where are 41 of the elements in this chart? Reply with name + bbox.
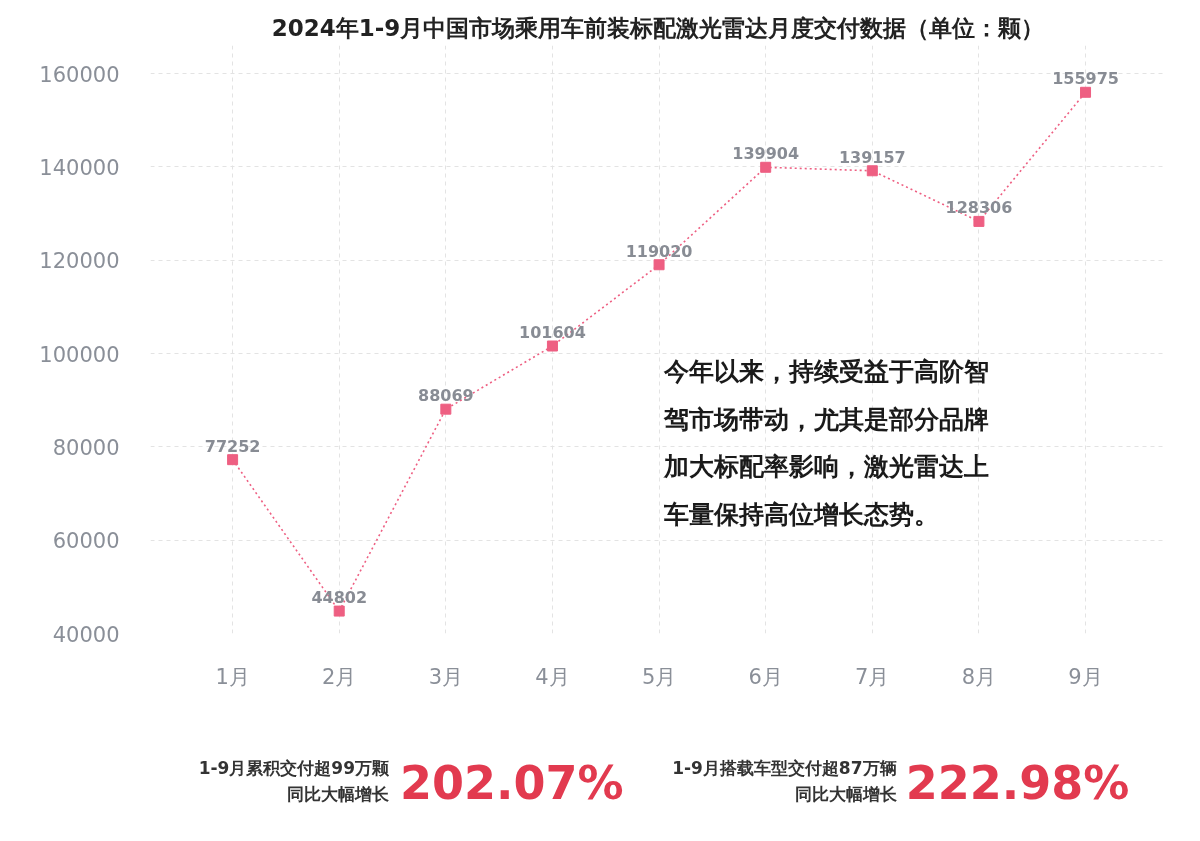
y-tick-label: 60000 [52, 529, 120, 554]
point [440, 403, 452, 415]
y-tick-label: 40000 [52, 622, 120, 647]
point [1080, 86, 1092, 98]
point [227, 454, 239, 466]
x-tick-label: 2月 [322, 664, 357, 689]
x-tick-label: 4月 [535, 664, 570, 689]
y-tick-label: 80000 [52, 435, 120, 460]
x-tick-label: 9月 [1068, 664, 1103, 689]
x-tick-label: 5月 [641, 664, 677, 689]
data-label: 155975 [1052, 69, 1119, 89]
y-tick-label: 120000 [39, 249, 120, 274]
data-label: 139157 [838, 147, 906, 167]
point [333, 605, 345, 617]
point [866, 165, 878, 177]
point [760, 161, 772, 173]
data-label: 77252 [204, 436, 261, 456]
x-tick-label: 6月 [748, 664, 783, 689]
x-tick-label: 8月 [961, 664, 997, 689]
text: 222.98% [905, 755, 1130, 810]
data-label: 139904 [732, 144, 800, 164]
point [653, 259, 665, 271]
x-tick-label: 3月 [428, 664, 464, 689]
data-label: 88069 [418, 386, 474, 406]
data-label: 101604 [519, 323, 586, 343]
point [973, 215, 985, 227]
data-label: 128306 [945, 198, 1013, 218]
x-tick-label: 1月 [215, 664, 250, 689]
data-label: 119020 [625, 241, 693, 261]
y-tick-label: 160000 [39, 62, 120, 87]
x-tick-label: 7月 [855, 664, 890, 689]
text: 202.07% [400, 755, 624, 810]
text: 同比大幅增长 [287, 783, 391, 804]
text: 1-9月累积交付超99万颗 [198, 757, 391, 778]
text: 1-9月搭载车型交付超87万辆 [672, 757, 897, 778]
y-tick-label: 100000 [39, 342, 120, 367]
text: 同比大幅增长 [794, 783, 898, 804]
annotation: 今年以来，持续受益于高阶智驾市场带动，尤其是部分品牌加大标配率影响，激光雷达上车量保持高位增长态势。 [663, 357, 990, 529]
point [546, 340, 558, 352]
y-tick-label: 140000 [39, 155, 120, 180]
chart-title: 2024年1-9月中国市场乘用车前装标配激光雷达月度交付数据（单位：颗） [271, 14, 1045, 41]
